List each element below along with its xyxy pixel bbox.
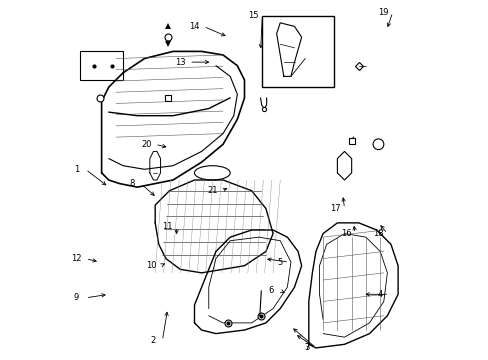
- Text: 17: 17: [329, 204, 340, 213]
- Ellipse shape: [194, 166, 230, 180]
- Text: 2: 2: [150, 336, 156, 345]
- Text: 18: 18: [372, 229, 383, 238]
- Bar: [80, 51, 123, 80]
- Text: 9: 9: [74, 293, 79, 302]
- Text: 5: 5: [277, 258, 282, 267]
- Text: 20: 20: [141, 140, 151, 149]
- Text: 7: 7: [304, 343, 309, 352]
- Text: 6: 6: [268, 286, 273, 295]
- Text: 4: 4: [377, 290, 382, 299]
- Text: 10: 10: [146, 261, 157, 270]
- Bar: [262, 16, 333, 87]
- Text: 21: 21: [207, 186, 217, 195]
- Text: 12: 12: [71, 254, 81, 263]
- Text: 16: 16: [340, 229, 351, 238]
- Text: 8: 8: [129, 179, 134, 188]
- Text: 14: 14: [189, 22, 199, 31]
- Text: 19: 19: [378, 8, 388, 17]
- Text: 1: 1: [74, 165, 79, 174]
- Text: 11: 11: [162, 222, 173, 231]
- Text: 3: 3: [304, 343, 309, 352]
- Text: 13: 13: [175, 58, 185, 67]
- Circle shape: [372, 139, 383, 150]
- Text: 15: 15: [248, 11, 258, 20]
